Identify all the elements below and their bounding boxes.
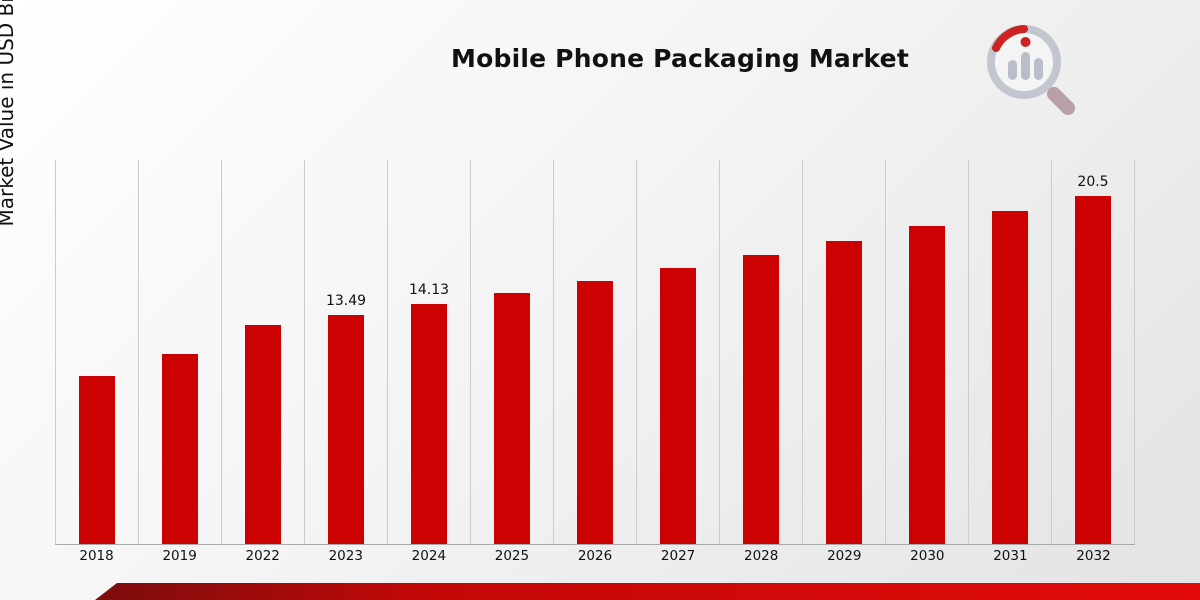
bar-2027 xyxy=(660,267,696,544)
bar-column xyxy=(637,160,720,544)
bars-icon xyxy=(1008,37,1043,80)
bar-column xyxy=(720,160,803,544)
bar-value-label: 14.13 xyxy=(408,281,450,298)
plot-area: 13.49 14.13 20.5 xyxy=(55,160,1135,545)
bar-column xyxy=(969,160,1052,544)
bar-2026 xyxy=(577,280,613,544)
x-tick-2023: 2023 xyxy=(328,548,363,564)
bar-column: 20.5 xyxy=(1052,160,1135,544)
bar-column xyxy=(554,160,637,544)
bar-2031 xyxy=(992,210,1028,544)
x-tick-2028: 2028 xyxy=(743,548,779,564)
bar-2028 xyxy=(743,255,779,544)
bar-column xyxy=(471,160,554,544)
x-tick-2026: 2026 xyxy=(577,548,613,564)
x-tick-2032: 2032 xyxy=(1076,548,1111,564)
x-axis-ticks: 2018 2019 2022 2023 2024 2025 2026 2027 2028 2029… xyxy=(55,548,1135,564)
logo-red-dot xyxy=(1020,37,1031,47)
bar-column xyxy=(139,160,222,544)
magnifier-icon xyxy=(987,25,1076,116)
brand-logo xyxy=(987,25,1076,116)
bar-column xyxy=(222,160,305,544)
bar-column xyxy=(803,160,886,544)
x-tick-2018: 2018 xyxy=(79,548,114,564)
bar-column: 14.13 xyxy=(388,160,471,544)
x-tick-2030: 2030 xyxy=(910,548,945,564)
bar-column xyxy=(56,160,139,544)
bar-2018 xyxy=(79,375,115,544)
bar-2024: 14.13 xyxy=(409,282,449,544)
bar-2029 xyxy=(826,240,862,544)
footer-accent-bar xyxy=(95,583,1200,600)
y-axis-label: Market Value in USD Billion xyxy=(0,0,18,227)
bar-value-label: 20.5 xyxy=(1077,173,1109,190)
bar-value-label: 13.49 xyxy=(325,292,367,309)
bar-column: 13.49 xyxy=(305,160,388,544)
x-tick-2022: 2022 xyxy=(245,548,280,564)
x-tick-2019: 2019 xyxy=(162,548,197,564)
bar-column xyxy=(886,160,969,544)
x-tick-2027: 2027 xyxy=(660,548,696,564)
x-tick-2031: 2031 xyxy=(993,548,1028,564)
x-tick-2024: 2024 xyxy=(411,548,447,564)
bar-2025 xyxy=(494,292,530,544)
chart-title: Mobile Phone Packaging Market xyxy=(451,44,909,73)
bar-2023: 13.49 xyxy=(326,293,366,544)
x-tick-2025: 2025 xyxy=(494,548,530,564)
bar-2032: 20.5 xyxy=(1075,174,1111,544)
bar-2030 xyxy=(909,226,945,544)
bar-2019 xyxy=(162,353,198,544)
bar-2022 xyxy=(245,324,281,544)
x-tick-2029: 2029 xyxy=(827,548,862,564)
